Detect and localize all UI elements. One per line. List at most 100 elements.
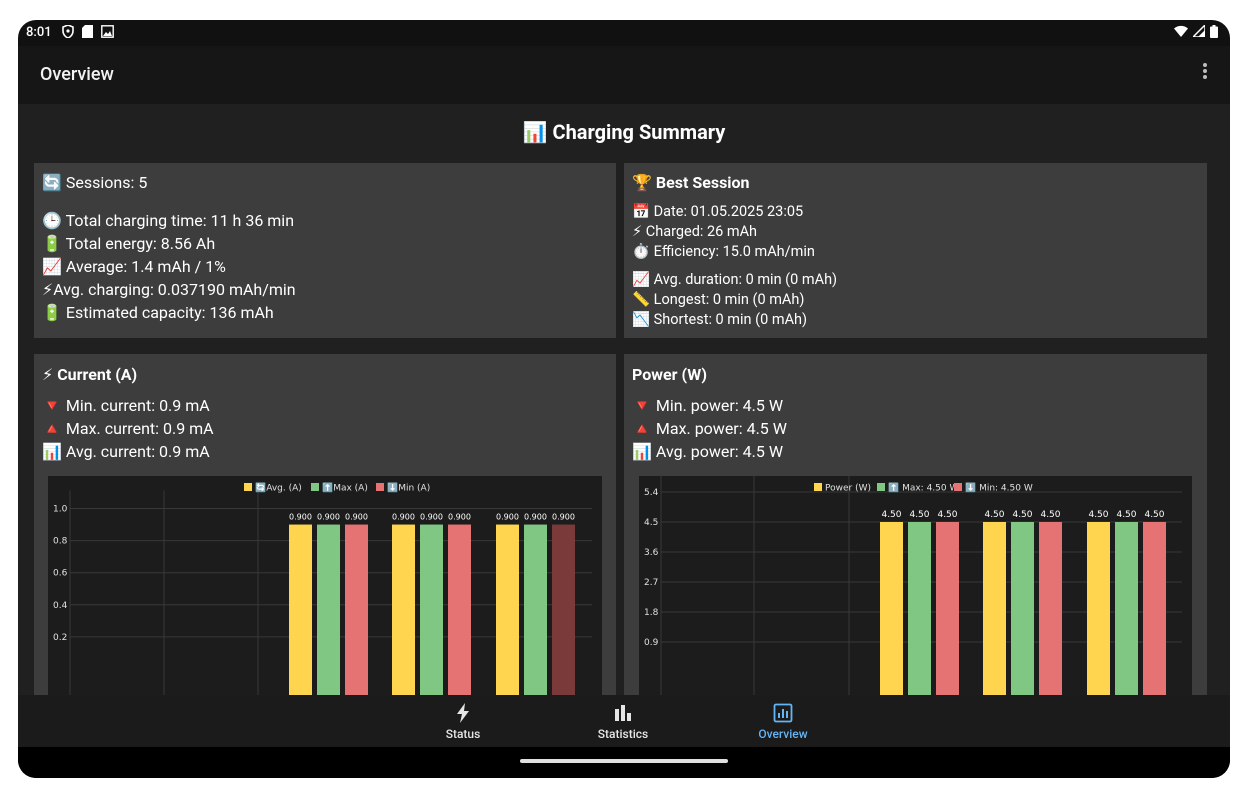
y-tick-label: 0.9 [644, 638, 659, 648]
legend-label: ⬆️ Max: 4.50 W [888, 482, 958, 494]
min-current: 🔻 Min. current: 0.9 mA [42, 396, 210, 415]
sd-card-icon [82, 25, 93, 42]
max-power: 🔺 Max. power: 4.5 W [632, 419, 787, 438]
app-bar: Overview [18, 46, 1230, 104]
nav-statistics-label: Statistics [597, 727, 649, 741]
y-tick-label: 2.7 [644, 578, 658, 588]
best-session-title: 🏆 Best Session [632, 173, 750, 192]
overview-content[interactable]: 📊 Charging Summary 🔄 Sessions: 5 🕒 Total… [18, 104, 1230, 695]
bottom-navigation: Status Statistics Overview [18, 695, 1230, 747]
legend-swatch [244, 483, 252, 491]
y-tick-label: 3.6 [644, 548, 659, 558]
average-value: 📈 Average: 1.4 mAh / 1% [42, 257, 226, 276]
nav-status[interactable]: Status [403, 701, 523, 741]
data-label: 0.900 [345, 513, 368, 522]
bar [1011, 522, 1034, 695]
legend-label: Power (W) [825, 484, 871, 494]
best-session-efficiency: ⏱️ Efficiency: 15.0 mAh/min [632, 243, 815, 260]
data-label: 0.900 [524, 513, 547, 522]
data-label: 0.900 [317, 513, 340, 522]
legend-swatch [376, 483, 384, 491]
signal-icon [1191, 23, 1206, 41]
bar [552, 524, 575, 695]
gesture-area [18, 747, 1230, 778]
y-tick-label: 0.8 [53, 537, 68, 547]
bar [496, 524, 519, 695]
data-label: 0.900 [552, 513, 575, 522]
bar [392, 524, 415, 695]
legend-label: ⬇️ Min: 4.50 W [965, 482, 1033, 494]
best-session-card: 🏆 Best Session 📅 Date: 01.05.2025 23:05 … [624, 163, 1207, 338]
photo-icon [101, 25, 114, 42]
power-bar-chart: 5.4 4.5 3.6 2.7 1.8 0.9 Power (W) ⬆️ Max: 4.50 … [644, 474, 1182, 695]
y-tick-label: 0.6 [53, 569, 68, 579]
data-label: 0.900 [420, 513, 443, 522]
data-label: 4.50 [909, 510, 929, 520]
summary-card: 🔄 Sessions: 5 🕒 Total charging time: 11 … [34, 163, 616, 338]
data-label: 4.50 [1116, 510, 1136, 520]
bar [908, 522, 931, 695]
nav-status-label: Status [445, 727, 481, 741]
data-label: 4.50 [1088, 510, 1108, 520]
y-tick-label: 5.4 [644, 488, 659, 498]
bar [1115, 522, 1138, 695]
legend-swatch [954, 483, 962, 491]
data-label: 4.50 [1144, 510, 1164, 520]
wifi-icon [1174, 25, 1188, 41]
shortest-session: 📉 Shortest: 0 min (0 mAh) [632, 311, 808, 328]
nav-overview-label: Overview [758, 727, 808, 741]
more-vert-icon[interactable] [1202, 62, 1208, 83]
device-frame: 8:01 Overview [18, 20, 1230, 778]
max-current: 🔺 Max. current: 0.9 mA [42, 419, 214, 438]
data-label: 4.50 [881, 510, 901, 520]
bar [448, 524, 471, 695]
chart-box-icon [723, 701, 843, 725]
legend-swatch [814, 483, 822, 491]
y-tick-label: 0.2 [53, 633, 67, 643]
current-card: ⚡ Current (A) 🔻 Min. current: 0.9 mA 🔺 M… [34, 354, 616, 695]
bar [524, 524, 547, 695]
legend-label: ⬆️Max (A) [322, 482, 368, 494]
total-charging-time: 🕒 Total charging time: 11 h 36 min [42, 211, 295, 230]
status-time: 8:01 [26, 25, 52, 40]
avg-power: 📊 Avg. power: 4.5 W [632, 442, 784, 461]
min-power: 🔻 Min. power: 4.5 W [632, 396, 784, 415]
avg-duration: 📈 Avg. duration: 0 min (0 mAh) [632, 271, 838, 288]
data-label: 0.900 [496, 513, 519, 522]
current-chart[interactable]: 1.0 0.8 0.6 0.4 0.2 🔄Avg. (A) ⬆️Max (A) ⬇️Min (… [48, 476, 602, 695]
avg-charging: ⚡Avg. charging: 0.037190 mAh/min [42, 280, 296, 299]
sessions-count: 🔄 Sessions: 5 [42, 173, 148, 192]
avg-current: 📊 Avg. current: 0.9 mA [42, 442, 210, 461]
gesture-handle[interactable] [520, 759, 728, 763]
estimated-capacity: 🔋 Estimated capacity: 136 mAh [42, 303, 274, 322]
battery-icon [1210, 25, 1218, 41]
power-card-title: Power (W) [632, 365, 708, 384]
y-tick-label: 1.0 [53, 505, 68, 515]
nav-overview[interactable]: Overview [723, 701, 843, 741]
bar [1087, 522, 1110, 695]
app-title: Overview [40, 64, 114, 85]
nav-statistics[interactable]: Statistics [563, 701, 683, 741]
legend-swatch [877, 483, 885, 491]
data-label: 4.50 [937, 510, 957, 520]
bar [317, 524, 340, 695]
data-label: 0.900 [448, 513, 471, 522]
bar [1143, 522, 1166, 695]
y-tick-label: 0.4 [53, 601, 68, 611]
best-session-date: 📅 Date: 01.05.2025 23:05 [632, 203, 804, 220]
data-label: 0.900 [392, 513, 415, 522]
bar [1039, 522, 1062, 695]
data-label: 4.50 [1040, 510, 1060, 520]
bar [936, 522, 959, 695]
longest-session: 📏 Longest: 0 min (0 mAh) [632, 291, 805, 308]
bar [983, 522, 1006, 695]
current-card-title: ⚡ Current (A) [42, 365, 138, 384]
bar [420, 524, 443, 695]
charging-summary-title: 📊 Charging Summary [522, 120, 726, 144]
current-bar-chart: 1.0 0.8 0.6 0.4 0.2 🔄Avg. (A) ⬆️Max (A) ⬇️Min (… [53, 482, 592, 695]
bar [880, 522, 903, 695]
power-chart[interactable]: 5.4 4.5 3.6 2.7 1.8 0.9 Power (W) ⬆️ Max: 4.50 … [639, 474, 1192, 695]
y-tick-label: 1.8 [644, 608, 659, 618]
legend-label: ⬇️Min (A) [387, 482, 430, 494]
status-bar: 8:01 [18, 20, 1230, 46]
